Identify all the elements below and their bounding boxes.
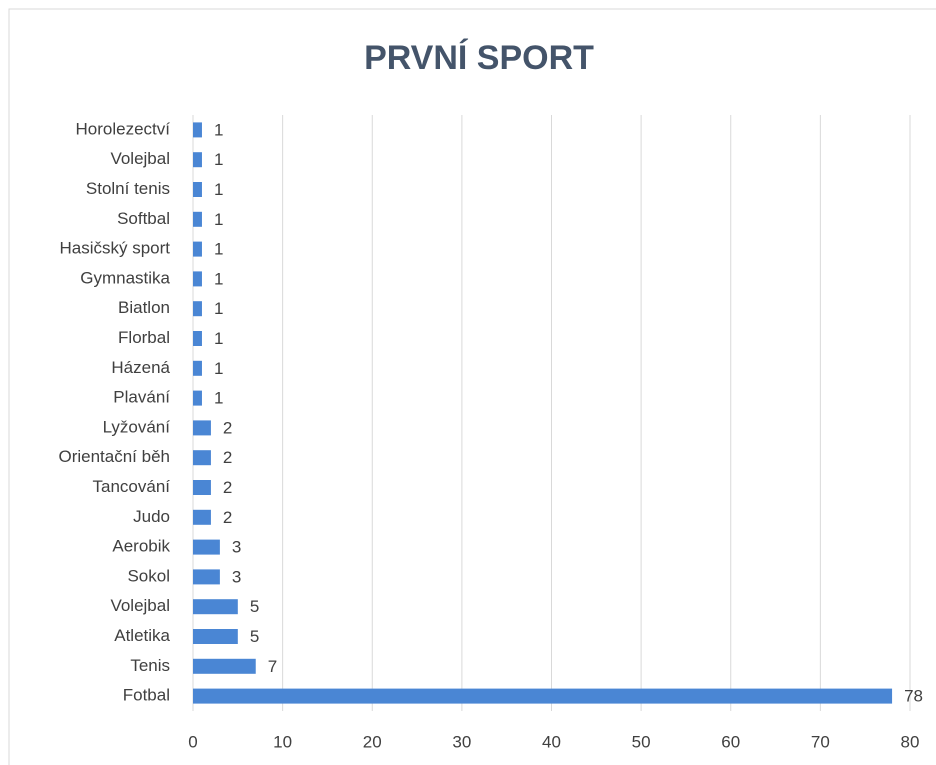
bar: [193, 539, 220, 555]
data-label: 1: [214, 180, 223, 199]
chart-border: [8, 8, 936, 765]
y-tick-label: Fotbal: [123, 686, 170, 705]
bar: [193, 688, 893, 704]
y-tick-label: Florbal: [118, 328, 170, 347]
data-label: 2: [223, 478, 232, 497]
bar: [193, 420, 211, 436]
x-tick-label: 10: [273, 732, 292, 751]
y-tick-label: Aerobik: [112, 537, 170, 556]
bar: [193, 271, 202, 287]
bar: [193, 301, 202, 317]
data-label: 2: [223, 448, 232, 467]
y-tick-label: Horolezectví: [76, 119, 171, 138]
bar: [193, 658, 256, 674]
x-tick-label: 50: [632, 732, 651, 751]
bar: [193, 450, 211, 466]
chart-title: PRVNÍ SPORT: [364, 39, 594, 77]
data-label: 1: [214, 389, 223, 408]
bar: [193, 360, 202, 376]
bar: [193, 509, 211, 525]
y-tick-label: Atletika: [114, 626, 170, 645]
y-tick-label: Volejbal: [110, 149, 170, 168]
bar: [193, 241, 202, 257]
data-label: 1: [214, 240, 223, 259]
bar: [193, 122, 202, 138]
data-label: 1: [214, 120, 223, 139]
y-tick-label: Orientační běh: [58, 447, 170, 466]
bar: [193, 331, 202, 346]
data-label: 5: [250, 627, 259, 646]
bar: [193, 480, 211, 495]
y-tick-label: Tenis: [130, 656, 170, 675]
bar: [193, 629, 238, 644]
x-tick-label: 30: [452, 732, 471, 751]
y-tick-label: Stolní tenis: [86, 179, 170, 198]
data-label: 3: [232, 567, 241, 586]
bar: [193, 211, 202, 227]
y-tick-label: Hasičský sport: [59, 239, 170, 258]
y-tick-label: Biatlon: [118, 298, 170, 317]
x-tick-label: 0: [188, 732, 197, 751]
data-label: 1: [214, 210, 223, 229]
data-label: 2: [223, 508, 232, 527]
y-tick-label: Lyžování: [103, 417, 171, 436]
bar: [193, 182, 202, 197]
x-tick-label: 70: [811, 732, 830, 751]
x-tick-label: 20: [363, 732, 382, 751]
data-label: 1: [214, 359, 223, 378]
y-tick-label: Volejbal: [110, 596, 170, 615]
x-tick-label: 60: [721, 732, 740, 751]
x-tick-label: 80: [901, 732, 920, 751]
y-tick-label: Tancování: [93, 477, 171, 496]
data-label: 7: [268, 657, 277, 676]
bar: [193, 599, 238, 615]
y-tick-label: Judo: [133, 507, 170, 526]
data-label: 1: [214, 299, 223, 318]
bar: [193, 152, 202, 168]
data-label: 1: [214, 150, 223, 169]
data-label: 78: [904, 687, 923, 706]
y-tick-label: Sokol: [127, 566, 170, 585]
data-label: 5: [250, 597, 259, 616]
y-tick-label: Gymnastika: [80, 268, 170, 287]
data-label: 3: [232, 538, 241, 557]
y-tick-label: Softbal: [117, 209, 170, 228]
data-label: 1: [214, 269, 223, 288]
data-label: 2: [223, 418, 232, 437]
bar: [193, 569, 220, 585]
data-label: 1: [214, 329, 223, 348]
y-tick-label: Házená: [111, 358, 170, 377]
bar: [193, 390, 202, 406]
x-tick-label: 40: [542, 732, 561, 751]
y-tick-label: Plavání: [113, 388, 170, 407]
